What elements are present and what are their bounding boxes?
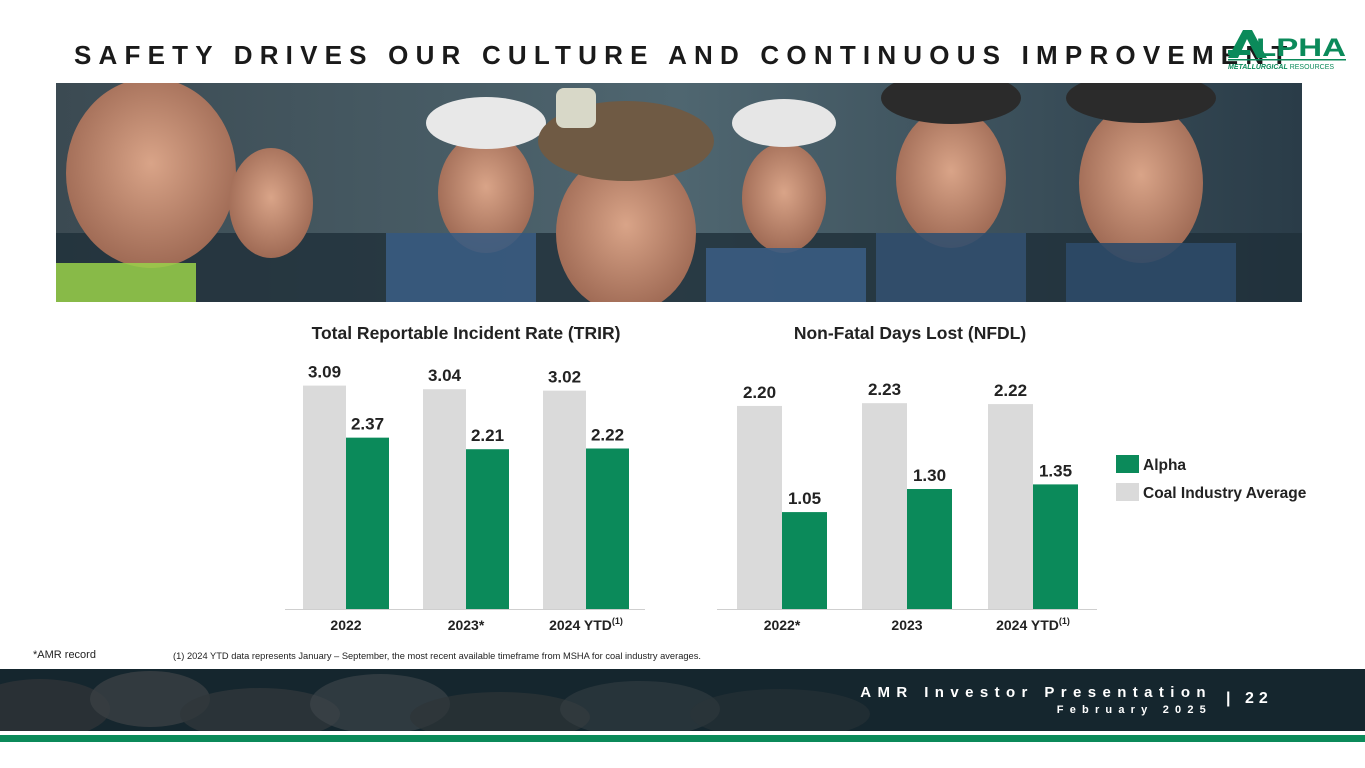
data-label: 2.20 [743, 383, 776, 402]
data-label: 1.05 [788, 489, 821, 508]
data-label: 3.04 [428, 366, 462, 385]
x-tick-label: 2024 YTD(1) [996, 616, 1070, 633]
alpha-logo: LPHA METALLURGICAL RESOURCES [1228, 30, 1346, 71]
tick-superscript: (1) [1059, 616, 1070, 626]
charts-canvas: Total Reportable Incident Rate (TRIR) 3.0… [285, 323, 1307, 633]
bar-industry [303, 385, 346, 609]
footer-separator: | [1226, 690, 1236, 707]
chart-title-2: Non-Fatal Days Lost (NFDL) [794, 323, 1026, 343]
x-tick-label: 2024 YTD(1) [549, 616, 623, 633]
data-label: 2.22 [591, 425, 624, 444]
data-label: 3.02 [548, 368, 581, 387]
logo-subtitle-bold: METALLURGICAL [1228, 64, 1288, 71]
presentation-title: AMR Investor Presentation [860, 684, 1212, 701]
bar-alpha [782, 512, 827, 609]
x-tick-label: 2023* [448, 617, 485, 633]
logo-subtitle: METALLURGICAL RESOURCES [1228, 64, 1334, 71]
bar-industry [423, 389, 466, 609]
ytd-footnote: (1) 2024 YTD data represents January – S… [173, 651, 701, 661]
x-tick-label: 2022* [764, 617, 801, 633]
x-tick-label: 2023 [891, 617, 922, 633]
page-number: 22 [1244, 690, 1273, 707]
amr-record-footnote: *AMR record [33, 649, 96, 661]
bar-alpha [346, 437, 389, 609]
data-label: 1.30 [913, 466, 946, 485]
bar-industry [543, 390, 586, 609]
logo-wordmark: LPHA [1256, 34, 1346, 62]
footer-band [0, 669, 1365, 731]
bar-industry [737, 405, 782, 609]
miners-photo-illustration [56, 83, 1302, 302]
presentation-date: February 2025 [1056, 704, 1212, 716]
data-label: 2.37 [351, 415, 384, 434]
bar-industry [862, 403, 907, 609]
data-label: 3.09 [308, 363, 341, 382]
miners-photo [56, 83, 1302, 302]
data-label: 1.35 [1039, 461, 1072, 480]
legend-label: Alpha [1143, 457, 1186, 474]
page-number-block: | 22 [1226, 690, 1273, 708]
slide-title: SAFETY DRIVES OUR CULTURE AND CONTINUOUS… [74, 40, 1295, 70]
legend-label: Coal Industry Average [1143, 485, 1307, 502]
bar-industry [988, 404, 1033, 609]
chart-title-1: Total Reportable Incident Rate (TRIR) [312, 323, 621, 343]
tick-superscript: (1) [612, 616, 623, 626]
x-tick-label: 2022 [330, 617, 361, 633]
data-label: 2.23 [868, 380, 901, 399]
green-footer-strip [0, 735, 1365, 742]
data-label: 2.22 [994, 381, 1027, 400]
logo-a-bar [1228, 50, 1250, 55]
data-label: 2.21 [471, 426, 504, 445]
logo-underline [1228, 59, 1346, 61]
bar-alpha [586, 448, 629, 609]
legend-swatch [1116, 483, 1139, 501]
coal-texture-illustration [0, 671, 870, 731]
bar-alpha [907, 489, 952, 609]
bar-alpha [1033, 484, 1078, 609]
logo-subtitle-light: RESOURCES [1288, 64, 1335, 71]
bar-alpha [466, 449, 509, 609]
legend-swatch [1116, 455, 1139, 473]
